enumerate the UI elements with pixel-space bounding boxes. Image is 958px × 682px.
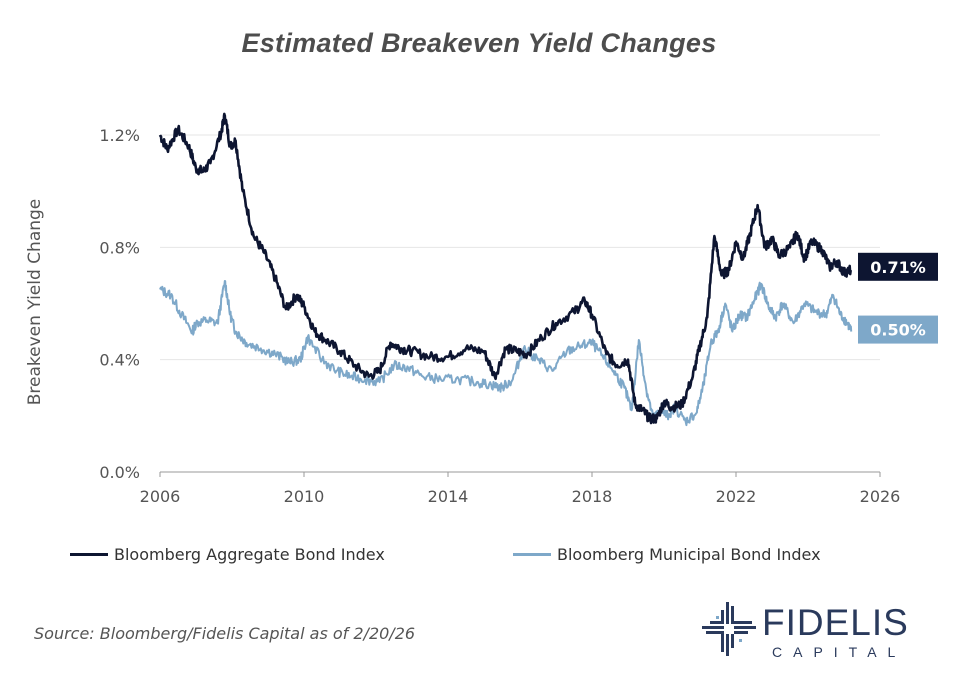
x-tick-label: 2006 bbox=[140, 487, 181, 506]
y-tick-label: 1.2% bbox=[99, 126, 140, 145]
end-label-text: 0.71% bbox=[870, 258, 926, 277]
chart-svg: 0.0% 0.4% 0.8% 1.2% 2006 2010 2014 2018 2022 202… bbox=[25, 112, 938, 506]
end-label-text: 0.50% bbox=[870, 321, 926, 340]
y-tick-labels: 0.0% 0.4% 0.8% 1.2% bbox=[99, 126, 140, 482]
legend-item-municipal: Bloomberg Municipal Bond Index bbox=[513, 545, 821, 564]
legend-label-municipal: Bloomberg Municipal Bond Index bbox=[557, 545, 821, 564]
end-label-box bbox=[858, 252, 938, 281]
y-tick-label: 0.4% bbox=[99, 351, 140, 370]
logo-subtitle: CAPITAL bbox=[772, 644, 907, 660]
x-tick-label: 2026 bbox=[860, 487, 901, 506]
source-note: Source: Bloomberg/Fidelis Capital as of … bbox=[34, 624, 416, 643]
end-label-municipal: 0.50% bbox=[858, 315, 938, 344]
series-line-aggregate bbox=[158, 112, 853, 425]
x-tick-labels: 2006 2010 2014 2018 2022 2026 bbox=[140, 487, 901, 506]
y-tick-label: 0.8% bbox=[99, 238, 140, 257]
y-tick-label: 0.0% bbox=[99, 463, 140, 482]
legend-swatch-aggregate bbox=[70, 553, 108, 556]
y-axis-label: Breakeven Yield Change bbox=[25, 199, 45, 406]
legend-label-aggregate: Bloomberg Aggregate Bond Index bbox=[114, 545, 385, 564]
series-lines bbox=[158, 112, 853, 427]
fidelis-cross-icon bbox=[702, 602, 756, 656]
end-value-labels: 0.71% 0.50% bbox=[858, 252, 938, 344]
legend-item-aggregate: Bloomberg Aggregate Bond Index bbox=[70, 545, 385, 564]
x-tick-label: 2018 bbox=[572, 487, 613, 506]
x-tick-label: 2022 bbox=[716, 487, 757, 506]
x-tick-label: 2010 bbox=[284, 487, 325, 506]
chart-title: Estimated Breakeven Yield Changes bbox=[241, 28, 717, 58]
logo-wordmark: FIDELIS bbox=[762, 602, 909, 643]
legend-swatch-municipal bbox=[513, 553, 551, 556]
end-label-aggregate: 0.71% bbox=[858, 252, 938, 281]
fidelis-logo: FIDELIS CAPITAL bbox=[700, 600, 940, 664]
x-tick-label: 2014 bbox=[428, 487, 469, 506]
gridlines bbox=[159, 134, 881, 477]
series-line-municipal bbox=[159, 280, 853, 427]
end-label-box bbox=[858, 315, 938, 344]
